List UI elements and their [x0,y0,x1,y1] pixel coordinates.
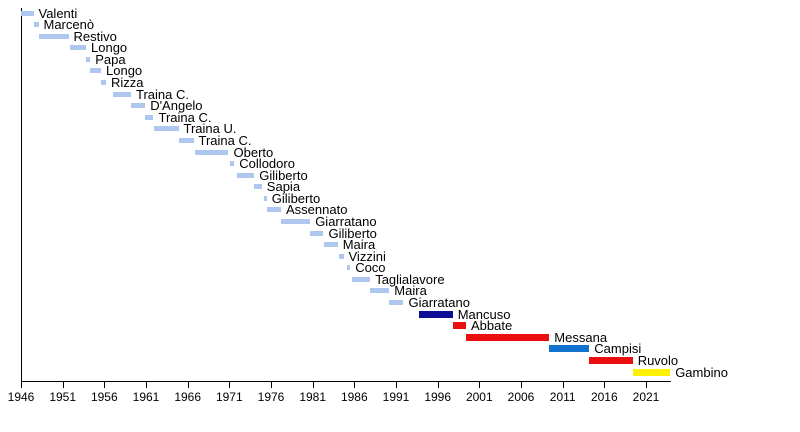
axis-tick-label: 1956 [90,390,118,404]
axis-tick-label: 1996 [424,390,452,404]
axis-tick [104,382,106,388]
bar-label: Sapia [266,179,301,195]
bar-label: Marcenò [43,17,95,33]
bar-label: Traina C. [158,109,212,125]
bar-label: Traina C. [136,86,189,102]
timeline-bar [351,276,371,282]
bar-label: Traina U. [183,121,237,137]
timeline-bar [33,22,39,28]
axis-tick [62,382,64,388]
timeline-bar [90,68,101,74]
axis-tick [396,382,397,388]
bar-label: Giarratano [408,295,470,310]
axis-tick [354,382,356,388]
timeline-bar [632,368,671,376]
timeline-bar [38,33,69,39]
timeline-bar [389,300,404,305]
bar-label: Oberto [233,144,274,160]
timeline-bar [70,45,86,51]
bar-label: Giarratano [315,213,377,229]
axis-tick [187,382,189,388]
axis-tick-label: 1991 [382,390,410,404]
timeline-bar [589,356,633,364]
axis-tick-label: 2021 [632,390,660,404]
axis-tick-label: 2006 [507,390,535,404]
bar-label: Gambino [675,364,728,380]
axis-tick-label: 1976 [257,390,285,404]
timeline-bar [131,103,146,109]
axis-tick [521,382,522,388]
timeline-bar [230,161,235,166]
timeline-bar [466,333,550,341]
axis-tick [146,382,147,388]
bar-label: Longo [91,40,128,56]
axis-tick [21,382,22,388]
bar-label: Assennato [286,202,348,218]
timeline-bar [370,288,390,294]
bar-label: Maira [394,283,427,299]
timeline-bar [153,126,179,132]
timeline-bar [346,265,351,271]
bar-label: Ruvolo [637,352,679,368]
axis-tick [312,382,314,388]
timeline-bar [281,218,311,224]
axis-tick [562,382,564,388]
timeline-bar [21,10,34,16]
timeline-bar [338,253,344,259]
axis-tick-label: 1966 [174,390,202,404]
bar-label: Mancuso [457,306,511,322]
bar-label: Traina C. [198,132,252,148]
axis-tick [437,382,439,388]
timeline-bar [101,80,106,85]
timeline-bar [452,322,466,330]
bar-label: Giliberto [328,225,377,241]
timeline-bar [418,310,453,318]
bar-label: Taglialavore [375,271,445,287]
y-axis-line [21,8,22,382]
axis-tick [229,382,231,388]
axis-tick-label: 1981 [299,390,327,404]
axis-tick [271,382,272,388]
bar-label: Coco [355,260,386,276]
bar-label: Vizzini [348,248,386,264]
bar-label: Restivo [73,28,117,44]
axis-tick-label: 1951 [49,390,77,404]
bar-label: Giliberto [271,190,321,206]
bar-label: Rizza [111,75,144,90]
timeline-bar [195,149,229,155]
axis-tick-label: 1961 [132,390,160,404]
axis-tick-label: 2016 [590,390,618,404]
timeline-bar [178,137,194,143]
axis-tick [604,382,606,388]
x-axis-line [21,381,671,382]
timeline-bar [86,56,91,62]
bar-label: Maira [342,237,376,253]
timeline-bar [263,195,267,201]
bar-label: Valenti [38,5,78,21]
axis-tick-label: 1946 [7,390,35,404]
timeline-bar [549,345,590,353]
timeline-bar [145,114,154,120]
axis-tick [646,382,647,388]
axis-tick [479,382,481,388]
axis-tick-label: 1986 [340,390,368,404]
bar-label: Abbate [471,318,513,334]
axis-tick-label: 2011 [549,390,576,404]
timeline-bar [310,230,324,236]
bar-label: Campisi [594,341,642,357]
axis-tick-label: 2001 [465,390,493,404]
timeline-bar [254,184,262,190]
bar-label: Giliberto [259,167,308,183]
bar-label: Longo [106,63,143,79]
timeline-bar [266,207,281,213]
bar-label: Collodoro [239,156,295,171]
bar-label: Messana [554,329,608,345]
timeline-bar [112,91,131,97]
bar-label: Papa [95,51,126,67]
timeline-bar [323,242,338,248]
timeline-bar [236,172,255,178]
axis-tick-label: 1971 [215,390,243,404]
bar-label: D'Angelo [150,98,203,114]
